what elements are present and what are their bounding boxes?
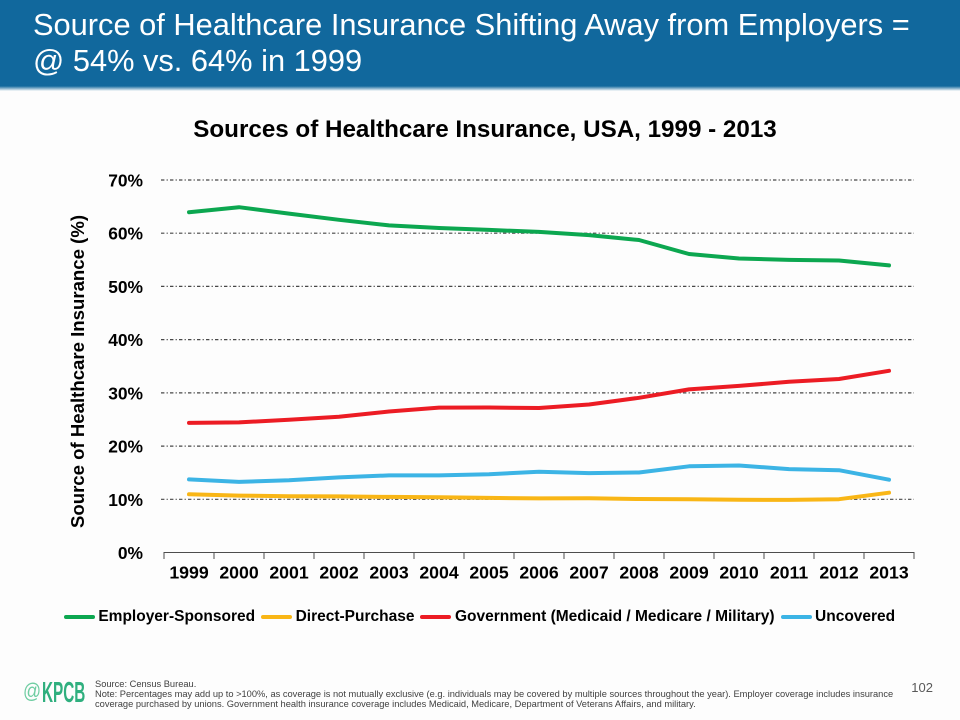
svg-text:2009: 2009 [669,563,709,583]
svg-text:40%: 40% [108,330,143,350]
svg-text:2005: 2005 [469,563,509,583]
svg-text:2001: 2001 [269,563,309,583]
svg-text:2004: 2004 [419,563,459,583]
svg-text:2000: 2000 [219,563,259,583]
svg-text:2007: 2007 [569,563,609,583]
svg-text:2003: 2003 [369,563,409,583]
svg-text:2010: 2010 [719,563,759,583]
svg-text:2011: 2011 [770,563,809,583]
svg-text:70%: 70% [108,171,143,191]
svg-text:60%: 60% [108,224,143,244]
svg-text:2008: 2008 [619,563,659,583]
svg-text:2006: 2006 [519,563,559,583]
svg-text:0%: 0% [118,543,143,563]
svg-text:20%: 20% [108,437,143,457]
svg-text:2002: 2002 [319,563,359,583]
svg-text:1999: 1999 [169,563,209,583]
svg-text:Source of Healthcare Insurance: Source of Healthcare Insurance (%) [67,215,88,528]
svg-text:30%: 30% [108,383,143,403]
svg-text:10%: 10% [108,490,143,510]
svg-text:50%: 50% [108,277,143,297]
svg-text:2013: 2013 [869,563,909,583]
svg-text:2012: 2012 [819,563,859,583]
